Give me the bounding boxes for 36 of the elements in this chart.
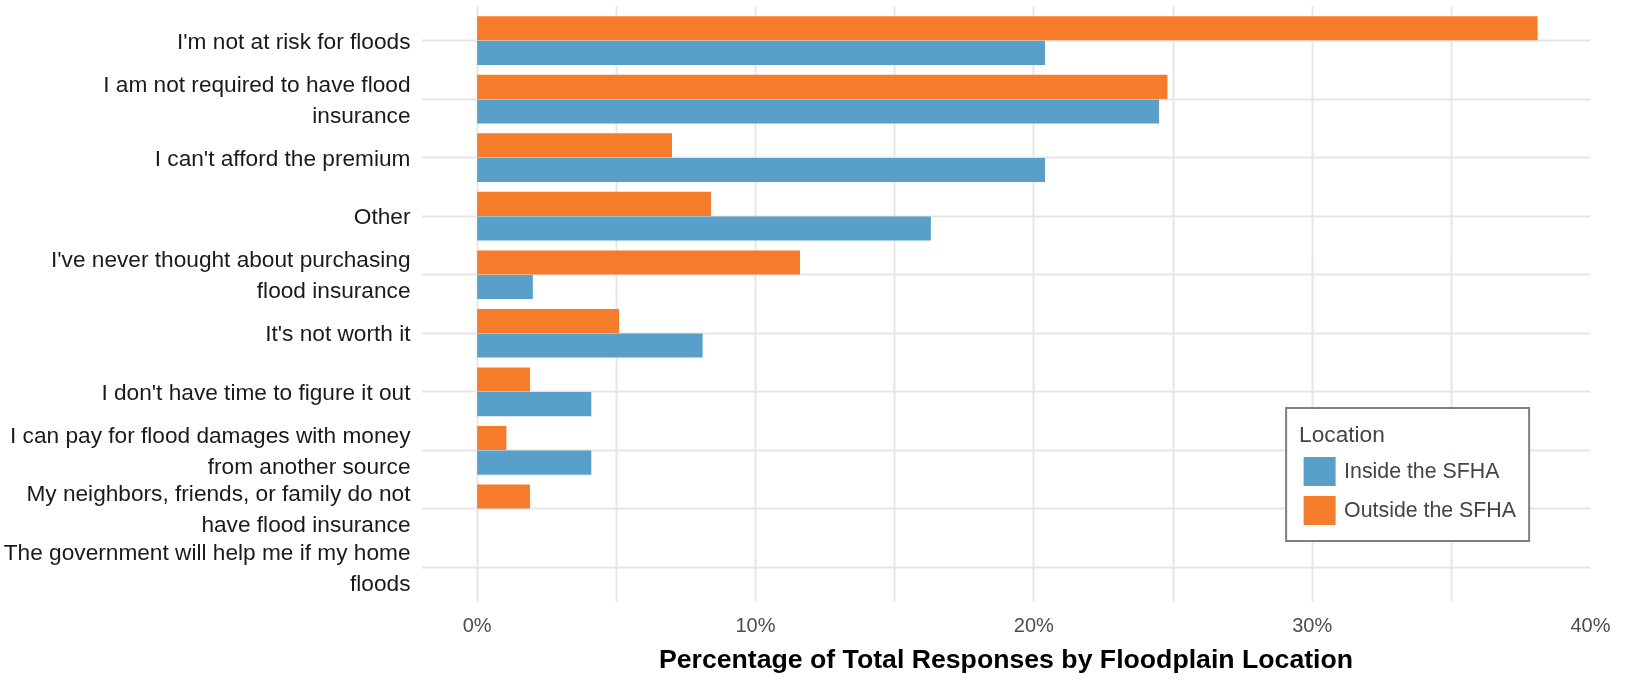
bar: [477, 216, 931, 241]
x-tick-label: 0%: [462, 613, 492, 636]
y-tick-label: I'm not at risk for floods: [177, 27, 411, 54]
y-tick-label: My neighbors, friends, or family do not have flood insurance: [26, 480, 412, 538]
bar: [477, 425, 507, 451]
bar: [477, 450, 592, 475]
x-axis-title: Percentage of Total Responses by Floodplain Location: [658, 643, 1354, 674]
bar: [477, 16, 1538, 41]
bar: [477, 367, 531, 392]
y-tick-label: I've never thought about purchasing flood insurance: [50, 246, 411, 304]
bar: [477, 133, 672, 158]
bar: [477, 392, 592, 417]
y-tick-label: The government will help me if my home floods: [3, 538, 411, 596]
y-tick-label: I can't afford the premium: [154, 144, 411, 171]
legend-label: Inside the SFHA: [1344, 458, 1500, 484]
bar: [477, 333, 703, 358]
bar: [477, 274, 533, 300]
bar: [477, 484, 531, 509]
bar: [477, 157, 1045, 183]
y-tick-label: Other: [353, 203, 411, 230]
bar: [477, 250, 801, 275]
bar: [477, 40, 1045, 65]
y-tick-label: It's not worth it: [265, 320, 412, 347]
x-tick-label: 10%: [735, 613, 776, 636]
x-tick-label: 20%: [1013, 613, 1055, 636]
y-tick-label: I am not required to have flood insurance: [103, 70, 411, 128]
bar: [477, 74, 1168, 99]
y-tick-label: I don't have time to figure it out: [101, 378, 412, 405]
x-tick-label: 30%: [1292, 613, 1333, 636]
legend-title: Location: [1299, 421, 1386, 448]
y-tick-label: I can pay for flood damages with money from another source: [10, 421, 412, 479]
bar: [477, 191, 711, 216]
bar: [477, 308, 620, 334]
x-tick-label: 40%: [1570, 613, 1611, 636]
bar: [477, 99, 1160, 124]
legend-label: Outside the SFHA: [1344, 497, 1516, 523]
